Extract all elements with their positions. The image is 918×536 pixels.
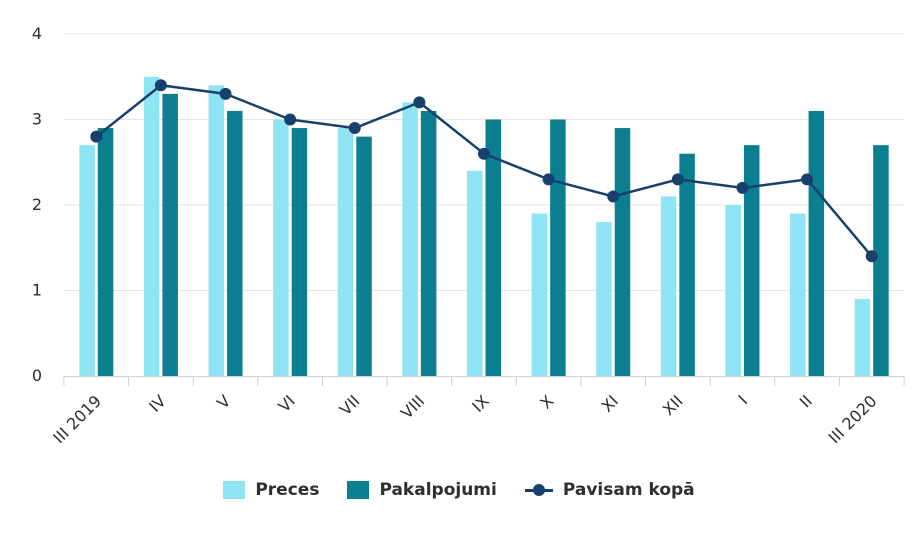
bar-preces-2[interactable]: [208, 85, 225, 377]
x-tick-label: III 2019: [49, 391, 105, 447]
x-tick-label: II: [796, 391, 816, 411]
line-point-1[interactable]: [154, 79, 167, 92]
line-point-5[interactable]: [413, 96, 426, 109]
legend-item-pavisam-kopa[interactable]: Pavisam kopā: [524, 480, 695, 500]
bar-pakalpojumi-1[interactable]: [162, 93, 178, 376]
bar-preces-8[interactable]: [596, 222, 612, 376]
bar-preces-11[interactable]: [790, 213, 806, 376]
legend: Preces Pakalpojumi Pavisam kopā: [0, 478, 918, 502]
x-tick-label: X: [536, 391, 557, 412]
bar-pakalpojumi-2[interactable]: [227, 110, 243, 376]
line-point-3[interactable]: [284, 113, 297, 126]
preces-swatch: [223, 481, 246, 499]
bar-pakalpojumi-9[interactable]: [679, 153, 695, 376]
x-tick-label: VI: [274, 391, 299, 416]
bar-preces-9[interactable]: [660, 196, 677, 376]
x-tick-label: XII: [659, 391, 687, 419]
bar-preces-6[interactable]: [467, 170, 483, 376]
line-point-10[interactable]: [736, 181, 749, 194]
bar-pakalpojumi-4[interactable]: [356, 136, 372, 376]
bar-preces-4[interactable]: [337, 128, 354, 376]
x-tick-label: III 2020: [825, 391, 881, 447]
bar-pakalpojumi-6[interactable]: [485, 119, 502, 377]
bar-pakalpojumi-12[interactable]: [873, 145, 889, 376]
bar-preces-12[interactable]: [854, 299, 871, 376]
line-point-4[interactable]: [348, 122, 361, 135]
bar-pakalpojumi-7[interactable]: [550, 119, 566, 377]
x-axis: [63, 376, 905, 386]
line-point-7[interactable]: [542, 173, 555, 186]
line-marker-dot: [532, 484, 545, 496]
bar-pakalpojumi-11[interactable]: [808, 110, 825, 376]
line-point-2[interactable]: [219, 87, 232, 100]
line-point-6[interactable]: [478, 147, 490, 160]
bar-pakalpojumi-5[interactable]: [420, 110, 437, 376]
x-tick-label: IX: [468, 391, 493, 416]
line-series: [90, 79, 878, 263]
y-tick-label: 0: [32, 366, 42, 385]
bar-pakalpojumi-0[interactable]: [97, 128, 114, 376]
x-tick-label: I: [735, 391, 752, 408]
gridlines: [64, 33, 904, 291]
x-axis-labels: III 2019 IV V VI VII VIII IX X XI XII I II III 2020: [49, 391, 880, 447]
y-tick-label: 2: [32, 195, 42, 214]
bar-pakalpojumi-8[interactable]: [614, 128, 631, 376]
bar-pakalpojumi-10[interactable]: [743, 145, 760, 376]
legend-item-pakalpojumi[interactable]: Pakalpojumi: [347, 480, 497, 500]
bar-pakalpojumi-3[interactable]: [291, 128, 308, 376]
line-point-8[interactable]: [607, 190, 620, 203]
y-tick-label: 3: [32, 110, 42, 129]
x-tick-label: IV: [145, 391, 170, 416]
x-tick-label: VII: [336, 391, 364, 419]
y-tick-label: 4: [32, 24, 42, 43]
legend-item-preces[interactable]: Preces: [223, 480, 319, 500]
y-axis-labels: 0 1 2 3 4: [32, 24, 42, 385]
bars: [79, 76, 889, 377]
bar-preces-0[interactable]: [79, 145, 95, 376]
bar-preces-10[interactable]: [725, 205, 741, 376]
y-tick-label: 1: [32, 281, 42, 300]
bar-preces-7[interactable]: [531, 213, 548, 376]
bar-preces-5[interactable]: [402, 102, 418, 377]
legend-label-preces: Preces: [255, 480, 320, 500]
bar-preces-3[interactable]: [273, 119, 289, 377]
line-point-11[interactable]: [801, 173, 814, 186]
bar-preces-1[interactable]: [143, 76, 160, 376]
line-marker-icon: [524, 481, 553, 499]
line-point-12[interactable]: [865, 250, 878, 263]
x-tick-label: XI: [598, 391, 623, 416]
legend-label-pavisam-kopa: Pavisam kopā: [562, 480, 695, 500]
legend-label-pakalpojumi: Pakalpojumi: [379, 480, 497, 500]
pakalpojumi-swatch: [347, 481, 370, 499]
x-tick-label: V: [213, 391, 234, 412]
line-point-0[interactable]: [90, 130, 103, 143]
line-point-9[interactable]: [671, 173, 684, 186]
x-tick-label: VIII: [397, 391, 428, 422]
